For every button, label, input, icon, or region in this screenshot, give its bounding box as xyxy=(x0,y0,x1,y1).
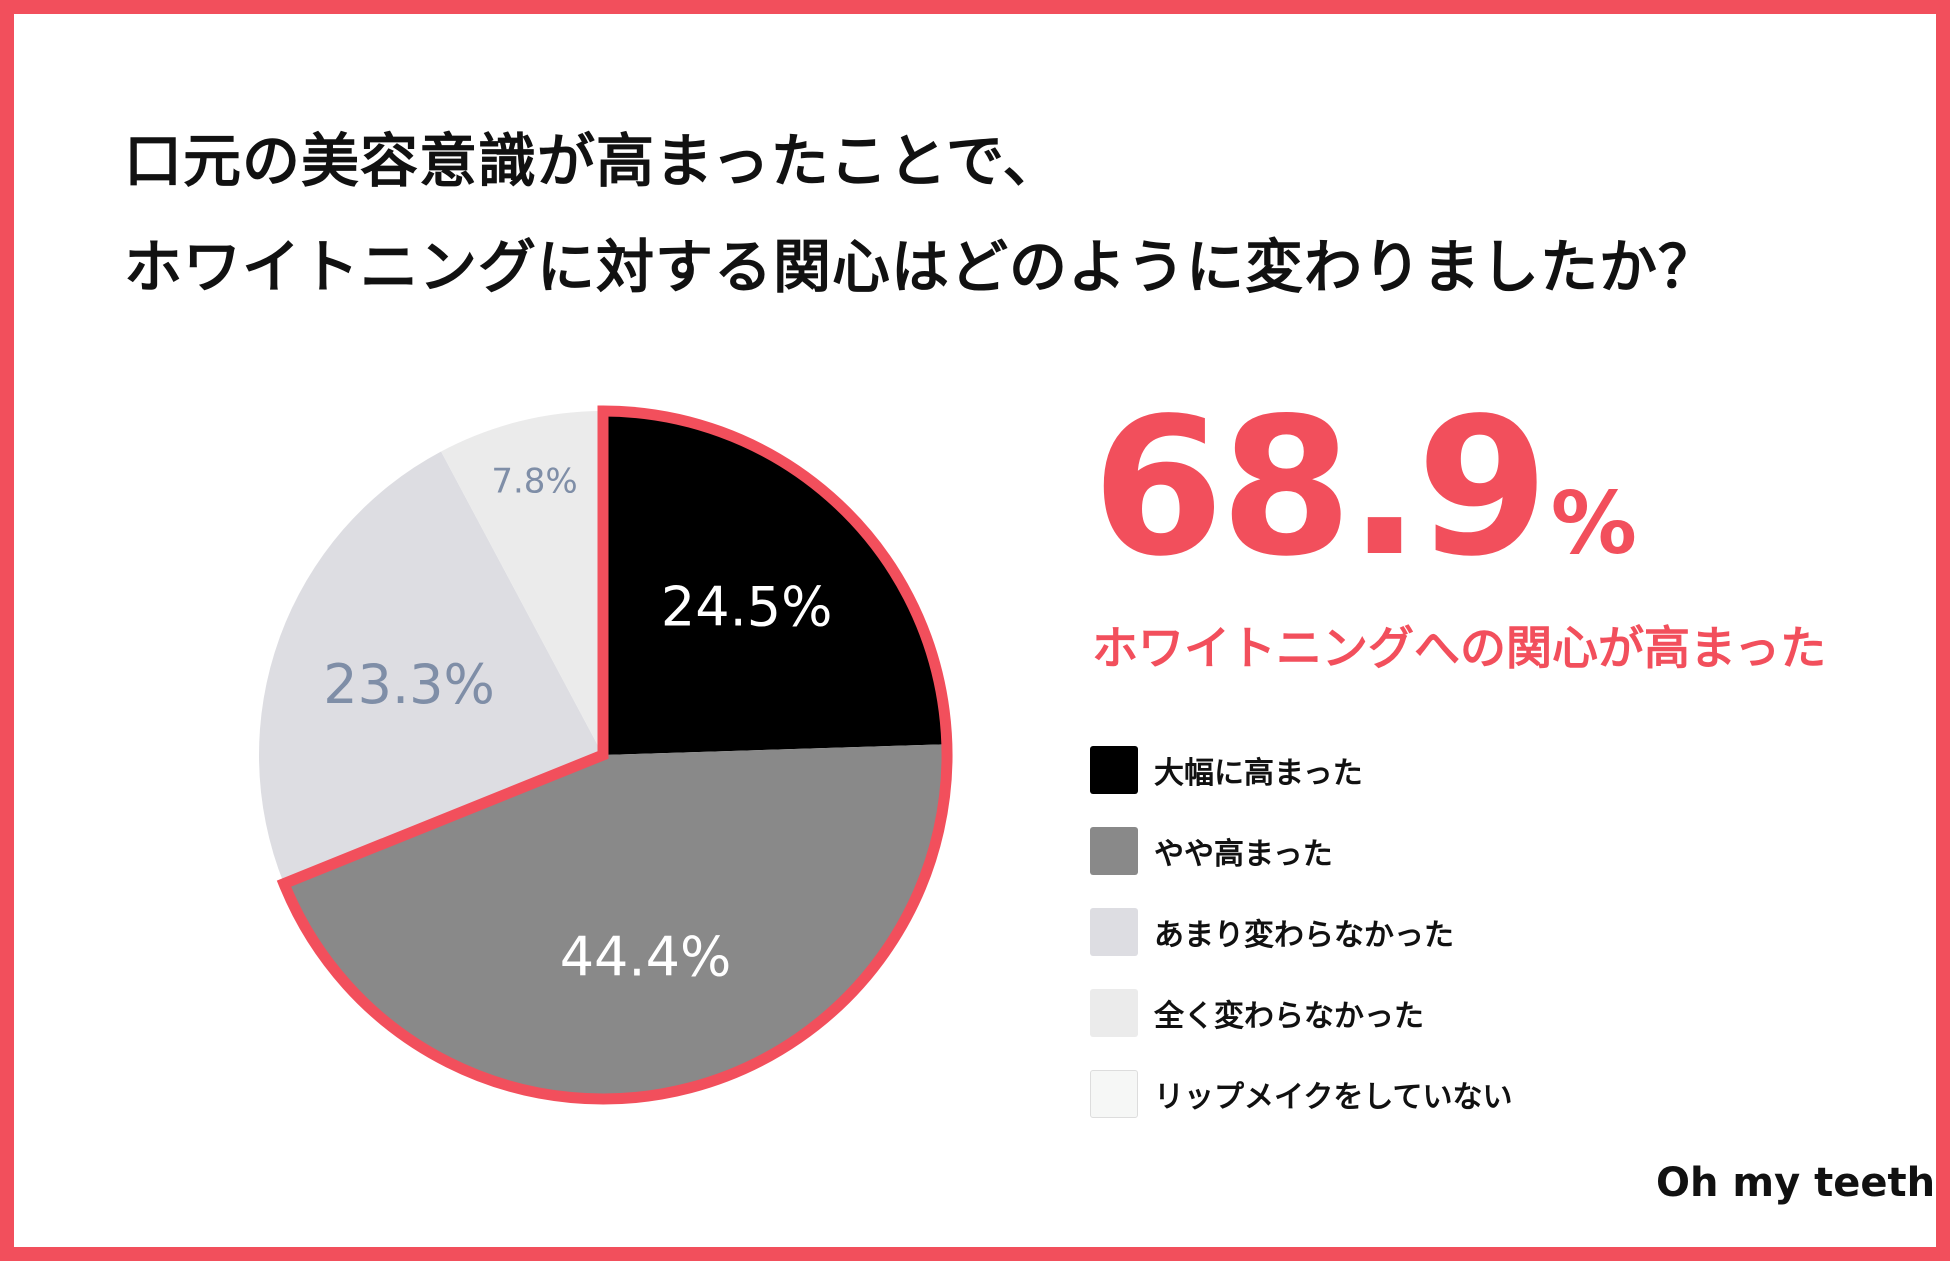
title-line-1: 口元の美容意識が高まったことで、 xyxy=(124,127,1062,195)
pie-chart: 24.5% 44.4% 23.3% 7.8% xyxy=(259,405,953,1105)
legend: 大幅に高まった やや高まった あまり変わらなかった 全く変わらなかった リップメ… xyxy=(1090,745,1513,1150)
legend-label-3: 全く変わらなかった xyxy=(1154,999,1424,1034)
highlight-outline xyxy=(276,405,953,1105)
legend-item-2: あまり変わらなかった xyxy=(1090,907,1513,957)
pie-slice-0 xyxy=(603,411,947,755)
pie-slice-3 xyxy=(441,411,603,755)
highlight-caption: ホワイトニングへの関心が高まった xyxy=(1092,621,1827,675)
pie-slice-2 xyxy=(259,451,603,884)
pie-label-0: 24.5% xyxy=(661,575,833,638)
title-line-2: ホワイトニングに対する関心はどのように変わりましたか？ xyxy=(124,233,1718,301)
highlight-number: 68.9 xyxy=(1092,377,1549,598)
legend-swatch-3 xyxy=(1090,989,1138,1037)
pie-label-2: 23.3% xyxy=(323,653,495,716)
legend-swatch-1 xyxy=(1090,827,1138,875)
legend-label-0: 大幅に高まった xyxy=(1154,756,1363,791)
legend-item-4: リップメイクをしていない xyxy=(1090,1069,1513,1119)
legend-item-3: 全く変わらなかった xyxy=(1090,988,1513,1038)
brand-logo: Oh my teeth xyxy=(1656,1160,1936,1206)
legend-item-1: やや高まった xyxy=(1090,826,1513,876)
chart-title: 口元の美容意識が高まったことで、 ホワイトニングに対する関心はどのように変わりま… xyxy=(124,108,1717,320)
pie-label-1: 44.4% xyxy=(560,925,732,988)
legend-label-2: あまり変わらなかった xyxy=(1154,918,1454,953)
highlight-value: 68.9% xyxy=(1092,388,1637,588)
legend-swatch-2 xyxy=(1090,908,1138,956)
legend-label-4: リップメイクをしていない xyxy=(1154,1080,1513,1115)
highlight-unit: % xyxy=(1550,474,1637,574)
legend-label-1: やや高まった xyxy=(1154,837,1333,872)
pie-slice-1 xyxy=(283,744,948,1099)
legend-swatch-4 xyxy=(1090,1070,1138,1118)
legend-item-0: 大幅に高まった xyxy=(1090,745,1513,795)
legend-swatch-0 xyxy=(1090,746,1138,794)
pie-label-3: 7.8% xyxy=(491,461,577,501)
